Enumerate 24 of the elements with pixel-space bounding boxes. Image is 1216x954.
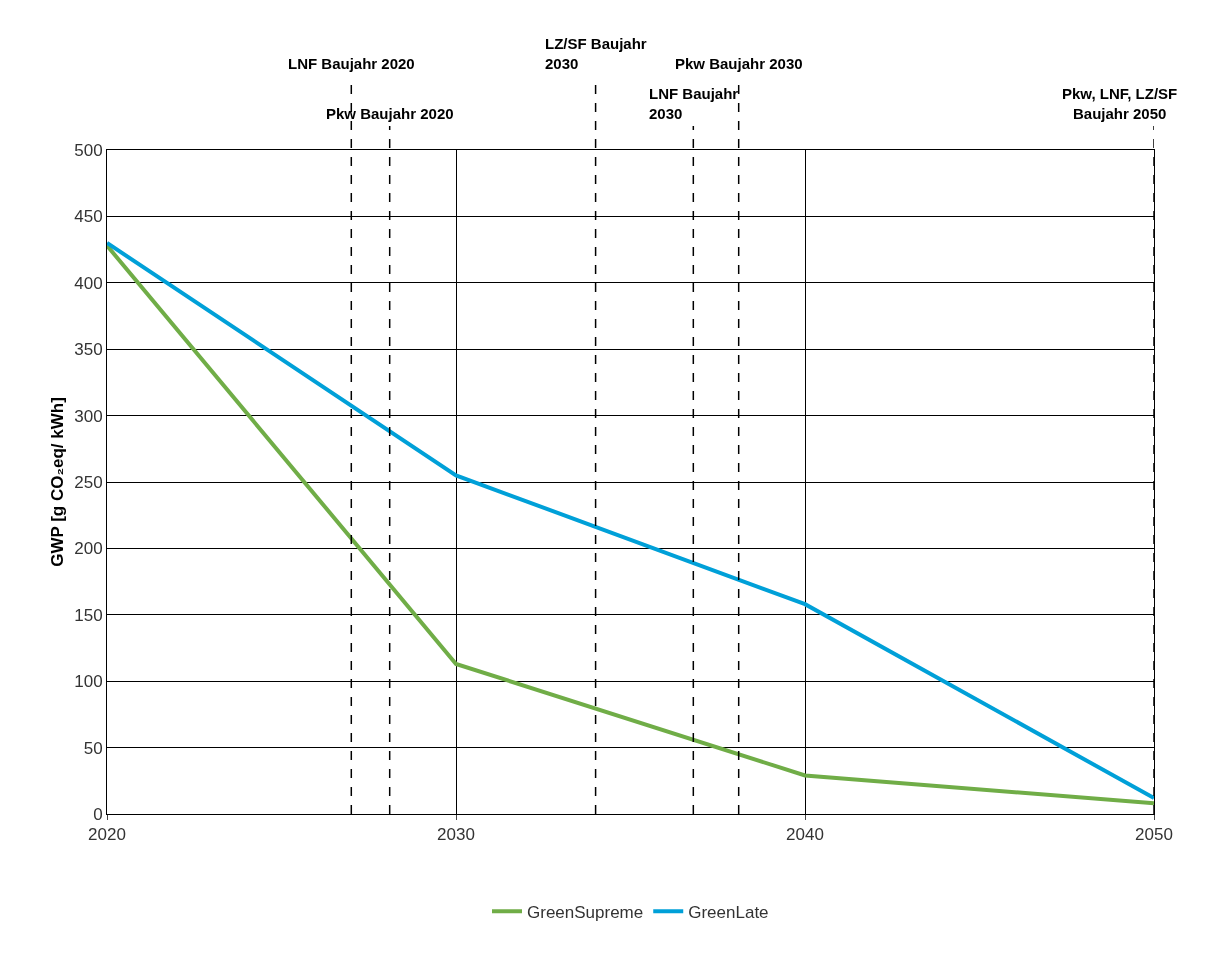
- x-tick-label: 2030: [437, 825, 475, 845]
- ref-line-label: Pkw, LNF, LZ/SF Baujahr 2050: [1062, 85, 1178, 122]
- x-tick-label: 2020: [88, 825, 126, 845]
- y-tick-label: 400: [74, 273, 103, 293]
- y-tick-label: 250: [74, 472, 103, 492]
- y-axis-title: GWP [g CO₂eq/ kWh]: [48, 397, 67, 567]
- y-tick-label: 100: [74, 672, 103, 692]
- legend-label: GreenLate: [688, 902, 769, 922]
- y-tick-label: 500: [74, 140, 103, 160]
- x-tick-label: 2040: [786, 825, 824, 845]
- ref-line-label: Pkw Baujahr 2030: [675, 55, 803, 72]
- y-tick-label: 200: [74, 539, 103, 559]
- y-tick-label: 450: [74, 207, 103, 227]
- y-tick-label: 0: [93, 804, 103, 824]
- y-tick-label: 50: [83, 738, 103, 758]
- ref-line-label: LNF Baujahr 2020: [288, 55, 415, 72]
- ref-line-label: LNF Baujahr 2030: [649, 85, 739, 122]
- legend-label: GreenSupreme: [527, 902, 644, 922]
- ref-line-label: LZ/SF Baujahr 2030: [545, 35, 647, 72]
- y-tick-label: 150: [74, 605, 103, 625]
- ref-line-label: Pkw Baujahr 2020: [326, 105, 454, 122]
- y-tick-label: 350: [74, 340, 103, 360]
- x-tick-label: 2050: [1135, 825, 1173, 845]
- y-tick-label: 300: [74, 406, 103, 426]
